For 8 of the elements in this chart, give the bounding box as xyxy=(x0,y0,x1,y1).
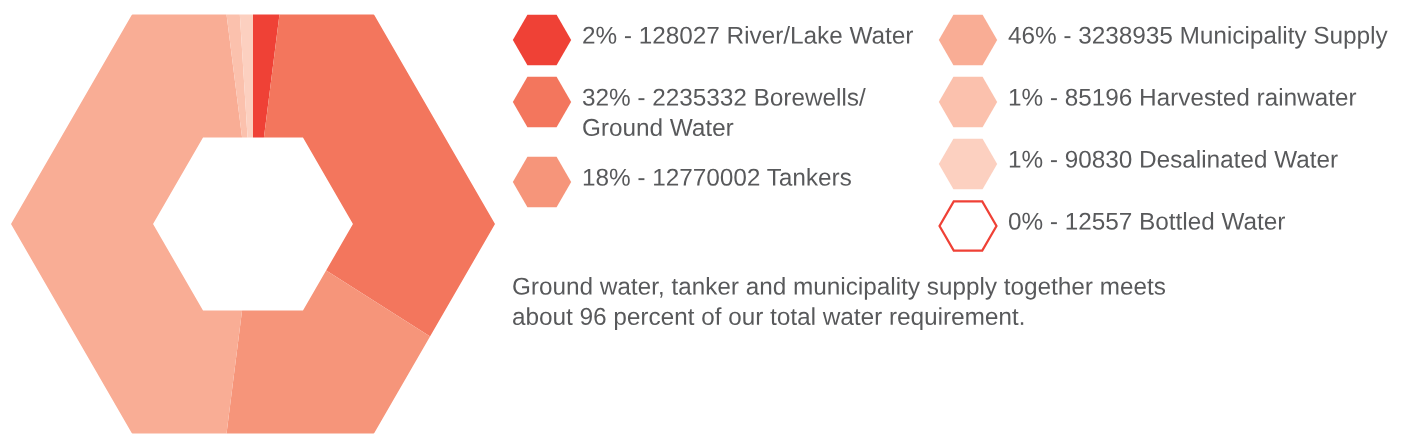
legend-label: 18% - 12770002 Tankers xyxy=(583,168,851,186)
legend-label: 32% - 2235332 Borewells/ Ground Water xyxy=(582,88,866,137)
legend-label: 1% - 85196 Harvested rainwater xyxy=(1009,88,1357,106)
legend-label: 46% - 3238935 Municipality Supply xyxy=(1008,26,1388,49)
legend-label: 2% - 128027 River/Lake Water xyxy=(583,26,914,44)
legend-label: 0% - 12557 Bottled Water xyxy=(1008,212,1285,230)
legend-label: 1% - 90830 Desalinated Water xyxy=(1009,150,1338,168)
text: Ground water, tanker and municipality supply together meets about 96 percent of our total water requirement. xyxy=(513,277,1166,330)
